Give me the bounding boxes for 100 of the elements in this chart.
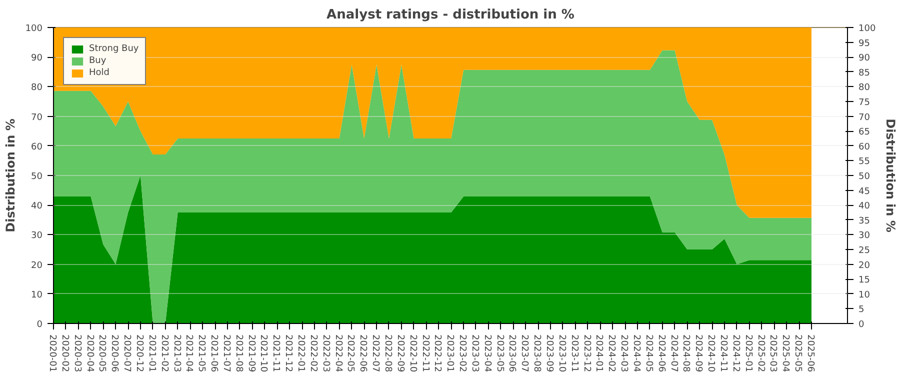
x-tick-label: 2021-08: [233, 334, 244, 372]
x-tick-label: 2024-07: [668, 334, 678, 372]
legend-label: Buy: [89, 56, 108, 66]
x-tick-label: 2022-05: [345, 334, 356, 372]
y2-tick-label: 75: [858, 98, 870, 108]
y2-tick-label: 45: [858, 186, 870, 197]
y2-tick-label: 80: [858, 83, 870, 94]
y2-tick-label: 10: [858, 290, 870, 300]
y-tick-label: 0: [36, 320, 43, 330]
x-tick-label: 2025-06: [804, 334, 815, 372]
y-tick-label: 70: [31, 112, 43, 123]
y-tick-label: 20: [31, 260, 43, 271]
y2-tick-label: 95: [858, 38, 870, 49]
y-tick-label: 100: [25, 24, 43, 34]
x-tick-label: 2023-01: [444, 334, 455, 372]
y2-tick-label: 40: [858, 202, 870, 212]
x-tick-label: 2021-01: [146, 334, 156, 372]
x-tick-label: 2023-11: [568, 334, 579, 372]
x-tick-label: 2023-04: [482, 334, 492, 372]
x-tick-label: 2024-01: [594, 334, 604, 372]
y-tick-label: 80: [31, 83, 43, 94]
x-tick-label: 2020-05: [96, 334, 107, 372]
legend-label: Hold: [89, 68, 110, 78]
x-tick-label: 2022-04: [332, 334, 343, 372]
x-tick-label: 2023-08: [532, 334, 542, 372]
x-tick-label: 2023-05: [494, 334, 504, 372]
x-tick-label: 2020-04: [84, 334, 94, 372]
x-tick-label: 2022-02: [308, 334, 318, 372]
x-tick-label: 2021-02: [158, 334, 169, 372]
x-tick-label: 2022-08: [382, 334, 392, 372]
y-axis-title: Distribution in %: [3, 118, 18, 232]
x-tick-label: 2020-06: [109, 334, 120, 372]
x-tick-label: 2022-01: [296, 334, 306, 372]
y2-tick-label: 85: [858, 68, 870, 78]
y2-tick-label: 35: [858, 216, 870, 226]
y2-tick-label: 50: [858, 172, 870, 182]
x-tick-label: 2021-12: [283, 334, 294, 372]
y2-tick-label: 15: [858, 276, 870, 286]
x-tick-label: 2025-05: [792, 334, 803, 372]
x-tick-label: 2023-12: [581, 334, 592, 372]
x-tick-label: 2024-11: [718, 334, 728, 372]
x-tick-label: 2023-06: [506, 334, 517, 372]
y-tick-label: 10: [31, 290, 43, 300]
x-tick-label: 2021-03: [171, 334, 182, 372]
y-tick-label: 60: [31, 142, 43, 152]
x-tick-label: 2022-12: [432, 334, 442, 372]
x-tick-label: 2023-02: [457, 334, 468, 372]
y2-axis-title: Distribution in %: [884, 118, 898, 232]
y-tick-label: 90: [31, 54, 43, 64]
x-tick-label: 2021-06: [208, 334, 219, 372]
y-tick-label: 50: [31, 172, 43, 182]
y2-tick-label: 100: [858, 24, 876, 34]
x-tick-label: 2024-06: [656, 334, 666, 372]
x-tick-label: 2025-03: [768, 334, 778, 372]
x-tick-label: 2024-03: [618, 334, 629, 372]
x-tick-label: 2025-02: [755, 334, 766, 372]
y2-tick-label: 30: [858, 231, 870, 242]
x-tick-label: 2021-07: [220, 334, 231, 372]
x-tick-label: 2021-10: [258, 334, 268, 372]
x-tick-label: 2022-11: [420, 334, 430, 372]
x-tick-label: 2024-09: [693, 334, 704, 372]
x-tick-label: 2021-09: [246, 334, 256, 372]
x-tick-label: 2022-06: [358, 334, 368, 372]
y2-tick-label: 65: [858, 128, 870, 138]
x-tick-label: 2020-03: [72, 334, 82, 372]
x-tick-label: 2023-03: [469, 334, 480, 372]
legend-label: Strong Buy: [89, 44, 139, 54]
x-tick-label: 2024-08: [680, 334, 691, 372]
x-tick-label: 2020-12: [134, 334, 144, 372]
x-tick-label: 2024-04: [631, 334, 642, 372]
y2-tick-label: 90: [858, 54, 870, 64]
x-tick-label: 2024-10: [706, 334, 716, 372]
y2-tick-label: 70: [858, 112, 870, 123]
x-tick-label: 2022-09: [394, 334, 405, 372]
y-tick-label: 30: [31, 231, 43, 242]
x-tick-label: 2022-07: [370, 334, 380, 372]
x-tick-label: 2025-01: [742, 334, 753, 372]
x-tick-label: 2021-05: [196, 334, 206, 372]
y2-tick-label: 60: [858, 142, 870, 152]
y2-tick-label: 5: [858, 305, 864, 316]
x-tick-label: 2024-12: [730, 334, 740, 372]
x-tick-label: 2020-02: [59, 334, 70, 372]
x-tick-label: 2020-01: [47, 334, 57, 372]
x-tick-label: 2022-03: [320, 334, 330, 372]
x-tick-label: 2021-11: [270, 334, 281, 372]
x-tick-label: 2020-07: [122, 334, 132, 372]
x-tick-label: 2023-09: [544, 334, 554, 372]
x-tick-label: 2021-04: [184, 334, 194, 372]
x-tick-label: 2022-10: [407, 334, 418, 372]
x-tick-label: 2023-07: [519, 334, 530, 372]
y-tick-label: 40: [31, 202, 43, 212]
chart-title: Analyst ratings - distribution in %: [326, 8, 574, 22]
x-tick-label: 2024-05: [643, 334, 654, 372]
y2-tick-label: 0: [858, 320, 864, 330]
x-tick-label: 2024-02: [606, 334, 616, 372]
y2-tick-label: 55: [858, 157, 870, 168]
x-tick-label: 2023-10: [556, 334, 566, 372]
y2-tick-label: 25: [858, 246, 870, 256]
y2-tick-label: 20: [858, 260, 870, 271]
x-tick-label: 2025-04: [780, 334, 790, 372]
